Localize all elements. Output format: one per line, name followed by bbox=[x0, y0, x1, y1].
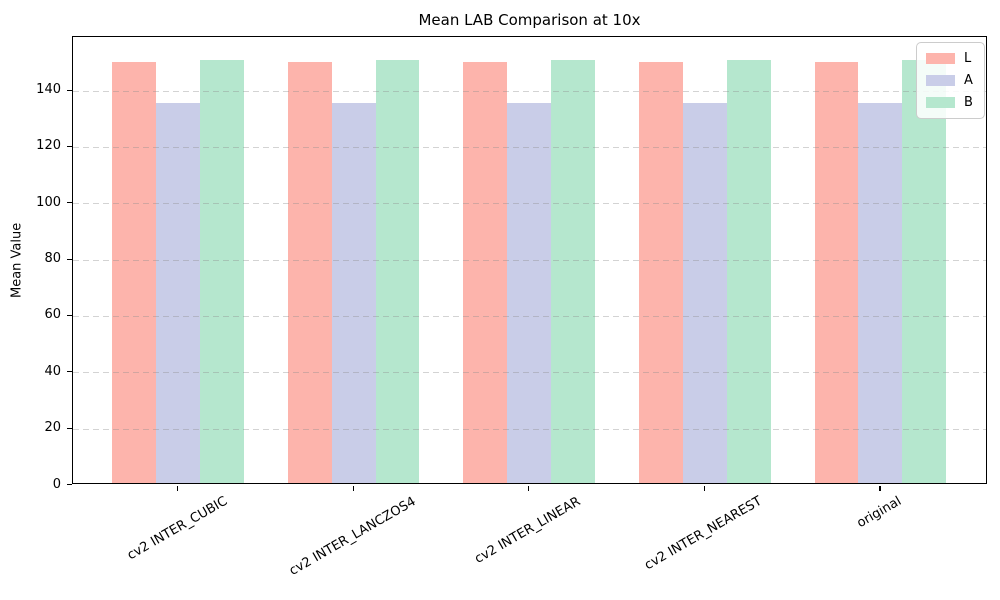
bar-B-3 bbox=[551, 59, 596, 483]
ytick-mark bbox=[67, 484, 72, 486]
bar-L-3 bbox=[463, 62, 508, 483]
legend-label: B bbox=[964, 95, 973, 110]
bar-L-1 bbox=[112, 62, 157, 483]
bar-B-5 bbox=[902, 59, 947, 483]
bar-L-2 bbox=[287, 62, 332, 483]
legend-swatch-A bbox=[926, 75, 955, 86]
xtick-mark bbox=[528, 485, 530, 491]
xtick-mark bbox=[352, 485, 354, 491]
legend-label: L bbox=[964, 51, 972, 66]
legend-row-B: B bbox=[926, 95, 973, 110]
y-axis-label: Mean Value bbox=[9, 222, 25, 298]
bar-B-2 bbox=[375, 59, 420, 483]
bar-A-2 bbox=[331, 103, 376, 483]
plot-area bbox=[72, 36, 987, 484]
xtick-label: cv2 INTER_CUBIC bbox=[124, 493, 230, 564]
legend-swatch-L bbox=[926, 53, 955, 64]
xtick-mark bbox=[703, 485, 705, 491]
bar-L-4 bbox=[638, 62, 683, 483]
legend-label: A bbox=[964, 73, 973, 88]
legend-swatch-B bbox=[926, 97, 955, 108]
chart-title: Mean LAB Comparison at 10x bbox=[418, 11, 641, 29]
xtick-label: cv2 INTER_NEAREST bbox=[642, 493, 766, 574]
bar-A-1 bbox=[156, 103, 200, 483]
bar-B-4 bbox=[726, 59, 771, 483]
xtick-label: original bbox=[854, 493, 905, 532]
xtick-label: cv2 INTER_LANCZOS4 bbox=[286, 493, 419, 579]
legend-row-L: L bbox=[926, 51, 973, 66]
bar-L-5 bbox=[814, 62, 859, 483]
bar-A-4 bbox=[682, 103, 727, 483]
bar-A-3 bbox=[507, 103, 552, 483]
bar-A-5 bbox=[858, 103, 903, 483]
bar-B-1 bbox=[199, 59, 244, 483]
xtick-mark bbox=[879, 485, 881, 491]
xtick-label: cv2 INTER_LINEAR bbox=[472, 493, 584, 567]
legend-row-A: A bbox=[926, 73, 973, 88]
xtick-mark bbox=[177, 485, 179, 491]
